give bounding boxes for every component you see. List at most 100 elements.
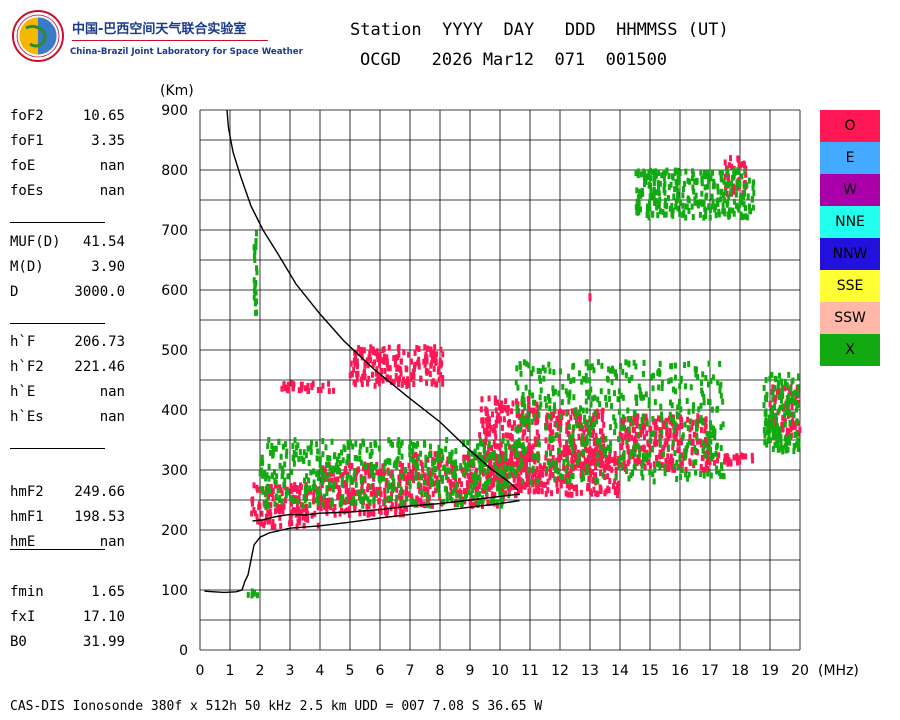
- echo-point: [658, 180, 662, 187]
- echo-point: [319, 495, 323, 502]
- echo-point: [548, 368, 552, 375]
- echo-point: [468, 499, 472, 506]
- echo-point: [521, 462, 525, 469]
- echo-point: [598, 437, 602, 444]
- echo-point: [702, 472, 706, 479]
- echo-point: [473, 471, 477, 478]
- echo-point: [543, 481, 547, 488]
- echo-point: [567, 419, 571, 426]
- echo-point: [648, 205, 652, 212]
- echo-point: [588, 488, 592, 495]
- echo-point: [617, 464, 621, 471]
- echo-point: [706, 444, 710, 451]
- echo-point: [582, 474, 586, 481]
- echo-point: [353, 349, 357, 356]
- echo-point: [417, 356, 421, 363]
- echo-point: [289, 483, 293, 490]
- echo-point: [767, 414, 771, 421]
- echo-point: [462, 454, 466, 461]
- echo-point: [635, 187, 639, 194]
- y-tick-label: 300: [161, 463, 188, 479]
- echo-point: [675, 428, 679, 435]
- echo-point: [639, 171, 643, 178]
- echo-point: [773, 398, 777, 405]
- echo-point: [580, 433, 584, 440]
- echo-point: [557, 468, 561, 475]
- echo-point: [383, 487, 387, 494]
- echo-point: [516, 384, 520, 391]
- echo-point: [572, 362, 576, 369]
- echo-point: [524, 360, 528, 367]
- echo-point: [405, 475, 409, 482]
- echo-point: [544, 424, 548, 431]
- echo-points: [246, 155, 802, 599]
- echo-point: [396, 441, 400, 448]
- echo-point: [419, 501, 423, 508]
- echo-point: [770, 409, 774, 416]
- echo-point: [469, 471, 473, 478]
- echo-point: [376, 356, 380, 363]
- echo-point: [430, 360, 434, 367]
- echo-point: [294, 451, 298, 458]
- x-tick-label: 16: [671, 663, 689, 679]
- echo-point: [710, 406, 714, 413]
- echo-point: [393, 460, 397, 467]
- echo-series-x: [246, 167, 801, 599]
- echo-point: [400, 469, 404, 476]
- echo-point: [730, 180, 734, 187]
- echo-point: [389, 495, 393, 502]
- echo-point: [542, 375, 546, 382]
- param-row: foEs nan: [10, 183, 125, 203]
- echo-point: [578, 425, 582, 432]
- echo-point: [552, 406, 556, 413]
- echo-point: [580, 378, 584, 385]
- param-name: fmin: [10, 584, 44, 600]
- echo-point: [773, 384, 777, 391]
- echo-point: [455, 481, 459, 488]
- param-row: foE nan: [10, 158, 125, 178]
- echo-point: [566, 391, 570, 398]
- echo-point: [252, 277, 256, 284]
- echo-point: [638, 188, 642, 195]
- echo-point: [365, 503, 369, 510]
- echo-point: [417, 345, 421, 352]
- echo-point: [288, 519, 292, 526]
- param-name: h`F2: [10, 359, 44, 375]
- echo-point: [593, 394, 597, 401]
- echo-point: [449, 479, 453, 486]
- echo-point: [536, 484, 540, 491]
- echo-point: [637, 457, 641, 464]
- echo-point: [445, 467, 449, 474]
- echo-point: [660, 172, 664, 179]
- echo-point: [678, 210, 682, 217]
- echo-point: [776, 441, 780, 448]
- echo-point: [250, 500, 254, 507]
- echo-point: [717, 211, 721, 218]
- echo-point: [350, 499, 354, 506]
- echo-point: [423, 490, 427, 497]
- echo-point: [743, 205, 747, 212]
- echo-point: [534, 481, 538, 488]
- echo-point: [522, 430, 526, 437]
- echo-point: [280, 465, 284, 472]
- echo-point: [680, 422, 684, 429]
- echo-point: [400, 439, 404, 446]
- echo-point: [664, 421, 668, 428]
- echo-point: [299, 484, 303, 491]
- echo-point: [580, 440, 584, 447]
- echo-point: [368, 351, 372, 358]
- echo-point: [298, 489, 302, 496]
- x-tick-label: 8: [436, 663, 445, 679]
- echo-point: [663, 211, 667, 218]
- echo-point: [608, 451, 612, 458]
- echo-point: [683, 449, 687, 456]
- echo-point: [492, 450, 496, 457]
- echo-point: [515, 403, 519, 410]
- echo-point: [521, 478, 525, 485]
- echo-point: [636, 168, 640, 175]
- echo-point: [316, 448, 320, 455]
- header-values: OCGD 2026 Mar12 071 001500: [360, 50, 668, 70]
- echo-point: [523, 403, 527, 410]
- echo-point: [705, 430, 709, 437]
- echo-point: [545, 418, 549, 425]
